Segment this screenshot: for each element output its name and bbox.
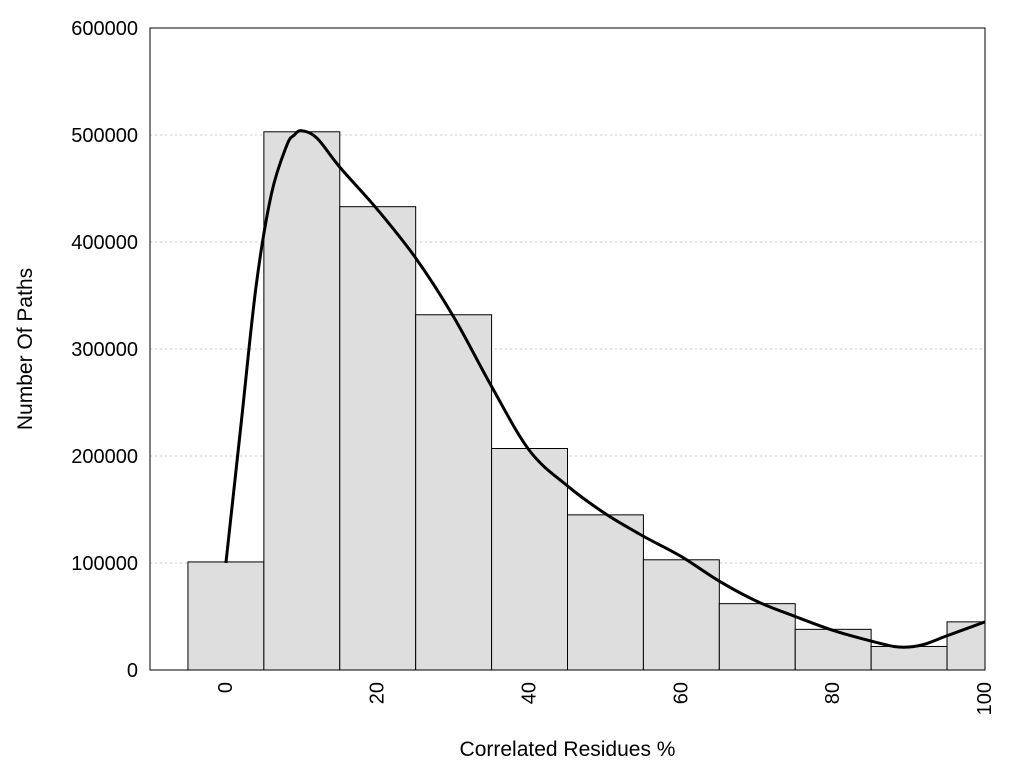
x-axis-label: Correlated Residues % [460,738,676,761]
density-curve [224,129,986,649]
y-tick-label: 0 [127,660,138,682]
grid-lines [150,134,985,564]
x-tick-label: 20 [367,682,389,704]
histogram-bar [187,561,265,671]
density-curve-line [224,129,986,649]
y-axis-label: Number Of Paths [14,268,37,430]
histogram-bars [187,131,986,671]
histogram-bar [567,514,644,671]
y-tick-label: 600000 [71,18,138,40]
histogram-bar [870,645,948,671]
y-tick-label: 100000 [71,553,138,575]
y-tick-label: 300000 [71,339,138,361]
x-tick-label: 100 [974,682,996,715]
x-tick-label: 80 [822,682,844,704]
histogram-bar [339,206,417,671]
x-tick-label: 60 [670,682,692,704]
x-tick-label: 0 [215,682,237,693]
y-axis-ticks: 0 100000 200000 300000 400000 500000 600000 [71,18,138,682]
histogram-bar [794,628,872,671]
x-tick-label: 40 [519,682,541,704]
x-axis-ticks: 0 20 40 60 80 100 [215,682,996,715]
y-tick-label: 500000 [71,125,138,147]
y-tick-label: 400000 [71,232,138,254]
plot-frame [149,27,986,671]
histogram-bar [263,131,341,671]
histogram-bar [642,559,720,671]
histogram-bar [491,448,568,671]
y-tick-label: 200000 [71,446,138,468]
